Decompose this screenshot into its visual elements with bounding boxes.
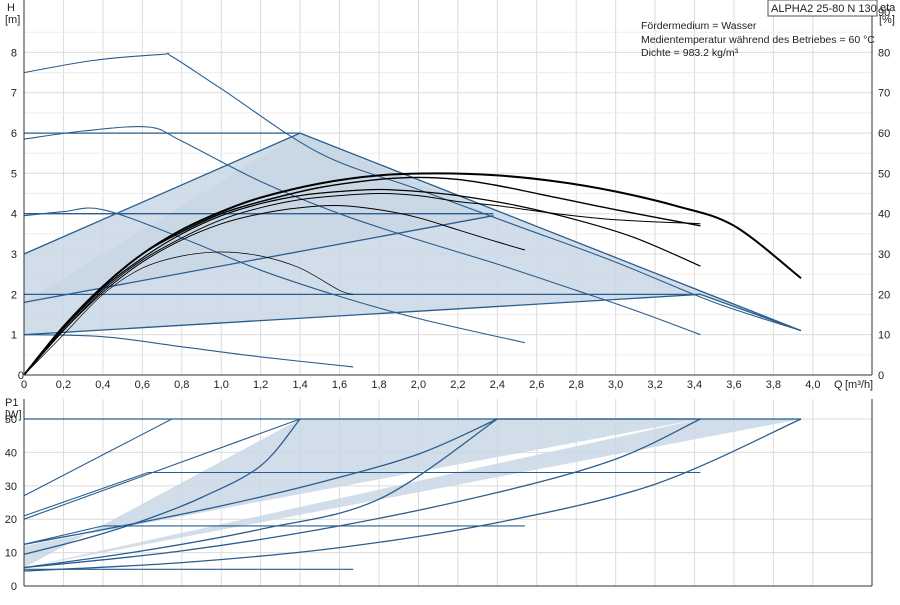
head-curve (23, 334, 354, 368)
y2-tick-label: 80 (878, 47, 890, 59)
efficiency-curve (23, 176, 701, 376)
power-curve (23, 418, 498, 545)
y2-tick-label: 20 (878, 289, 890, 301)
y2-axis-label: eta (880, 2, 896, 14)
x-tick-label: 2,0 (411, 379, 426, 391)
p1-tick-label: 40 (5, 447, 17, 459)
p1-tick-label: 50 (5, 414, 17, 426)
x-tick-label: 1,4 (292, 379, 307, 391)
axes (23, 0, 873, 587)
x-tick-label: 1,0 (214, 379, 229, 391)
power-curve (23, 525, 525, 545)
x-tick-label: 2,4 (490, 379, 505, 391)
density-note: Dichte = 983.2 kg/m³ (641, 47, 739, 59)
power-curve (23, 418, 301, 520)
x-tick-label: 3,8 (766, 379, 781, 391)
y-tick-label: 1 (11, 330, 17, 342)
chart-title: ALPHA2 25-80 N 130 (771, 3, 877, 15)
x-tick-label: 3,0 (608, 379, 623, 391)
chart-title-box (767, 0, 878, 17)
medium-note: Fördermedium = Wasser (641, 20, 757, 32)
head-curves (23, 52, 802, 376)
tick-labels: 0 0,2 0,4 0,6 0,8 1,0 1,2 1,4 1,6 1,8 2,0 2,2 2,4 2,6… (5, 7, 891, 593)
y-tick-label: 6 (11, 128, 17, 140)
p1-axis-label: P1 (5, 397, 18, 409)
p1-tick-label: 20 (5, 514, 17, 526)
head-curve (23, 293, 802, 336)
power-curve (23, 418, 701, 569)
head-curve (23, 132, 802, 332)
y-axis-unit: [m] (5, 14, 20, 26)
x-tick-label: 0,2 (56, 379, 71, 391)
y2-tick-label: 60 (878, 128, 890, 140)
x-tick-label: 0,6 (135, 379, 150, 391)
x-axis-label: Q (834, 379, 843, 391)
y-tick-label: 5 (11, 168, 17, 180)
p1-tick-label: 30 (5, 481, 17, 493)
x-tick-label: 1,2 (253, 379, 268, 391)
y-axis-label: H (7, 2, 15, 14)
p1-tick-label: 10 (5, 548, 17, 560)
p1-tick-label: 0 (11, 581, 17, 593)
y2-axis-unit: [%] (879, 14, 895, 26)
x-axis-unit: [m³/h] (845, 379, 873, 391)
power-curve (23, 418, 301, 555)
x-tick-label: 2,6 (529, 379, 544, 391)
y-tick-label: 7 (11, 88, 17, 100)
x-tick-label: 3,2 (647, 379, 662, 391)
x-tick-label: 3,4 (687, 379, 702, 391)
y2-tick-label: 10 (878, 330, 890, 342)
power-curves (23, 418, 802, 572)
x-tick-label: 4,0 (805, 379, 820, 391)
y-tick-label: 8 (11, 47, 17, 59)
power-curve (23, 418, 498, 569)
temperature-note: Medientemperatur während des Betriebes =… (641, 34, 875, 46)
y2-tick-label: 30 (878, 249, 890, 261)
efficiency-curve (23, 193, 701, 376)
y-tick-label: 3 (11, 249, 17, 261)
x-tick-label: 2,8 (569, 379, 584, 391)
bottom-operating-area (24, 419, 801, 568)
y2-tick-label: 0 (878, 370, 884, 382)
y2-tick-label: 50 (878, 168, 890, 180)
efficiency-curve (23, 205, 526, 376)
x-tick-label: 1,6 (332, 379, 347, 391)
x-tick-label: 3,6 (726, 379, 741, 391)
x-tick-label: 1,8 (371, 379, 386, 391)
head-curve (23, 52, 802, 332)
x-tick-label: 0,4 (95, 379, 110, 391)
x-tick-label: 2,2 (450, 379, 465, 391)
operating-area (24, 419, 801, 568)
efficiency-curve (23, 251, 354, 376)
operating-area (24, 419, 701, 568)
y-tick-label: 4 (11, 209, 17, 221)
y2-tick-label: 90 (878, 7, 890, 19)
power-curve (23, 418, 802, 572)
y2-tick-label: 40 (878, 209, 890, 221)
y-tick-label: 2 (11, 289, 17, 301)
y-tick-label: 0 (18, 370, 24, 382)
x-tick-label: 0,8 (174, 379, 189, 391)
x-tick-label: 0 (21, 379, 27, 391)
p1-axis-unit: [W] (5, 409, 22, 421)
y2-tick-label: 70 (878, 88, 890, 100)
power-curve (23, 471, 701, 517)
